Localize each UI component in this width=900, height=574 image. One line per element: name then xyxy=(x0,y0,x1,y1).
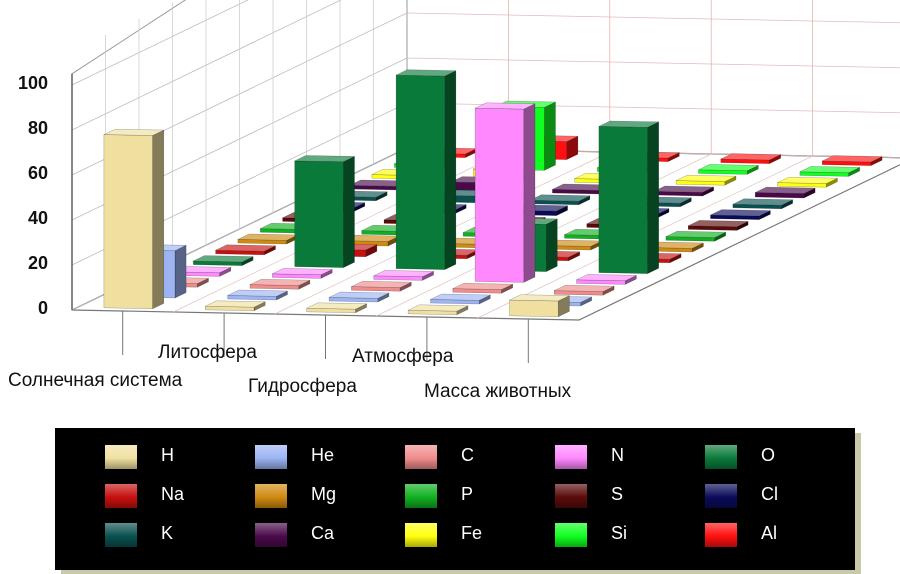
legend-label: S xyxy=(611,484,624,504)
legend-swatch xyxy=(255,523,287,547)
bar-Al-4 xyxy=(720,153,781,164)
bar-He-2 xyxy=(227,289,288,301)
category-label: Гидросфера xyxy=(248,376,357,397)
legend-label: Al xyxy=(761,523,778,543)
legend-swatch xyxy=(405,445,437,469)
legend-label: P xyxy=(461,484,474,504)
bar-Ca-4 xyxy=(653,185,714,197)
legend-swatch xyxy=(105,484,137,508)
legend-label: Ca xyxy=(311,523,335,543)
bar-H-2 xyxy=(205,300,266,312)
back-gridline xyxy=(406,12,900,24)
legend-label: N xyxy=(611,445,624,465)
y-tick-label: 20 xyxy=(27,253,48,273)
legend-label: O xyxy=(761,445,776,465)
legend-swatch xyxy=(705,523,737,547)
legend-label: Na xyxy=(161,484,185,504)
bar-O-5 xyxy=(598,120,659,274)
legend-label: Mg xyxy=(311,484,337,504)
legend-label: K xyxy=(161,523,174,543)
bar-N-5 xyxy=(576,274,637,285)
category-label: Масса животных xyxy=(424,381,572,402)
legend-swatch xyxy=(105,523,137,547)
bar-N-4 xyxy=(474,102,536,283)
bar-P-5 xyxy=(665,230,726,242)
bar-H-4 xyxy=(407,304,469,316)
bar-Si-5 xyxy=(799,166,860,177)
bar-Fe-5 xyxy=(777,176,838,188)
legend-label: C xyxy=(461,445,474,465)
legend-swatch xyxy=(255,445,287,469)
y-tick-label: 40 xyxy=(27,208,48,228)
bar-H-5 xyxy=(509,294,570,318)
legend-swatch xyxy=(555,484,587,508)
legend-swatch xyxy=(255,484,287,508)
bar-N-3 xyxy=(373,270,434,281)
legend-swatch xyxy=(555,523,587,547)
category-label: Литосфера xyxy=(158,342,257,363)
legend-label: He xyxy=(311,445,335,465)
bar-He-3 xyxy=(328,291,390,303)
bar-Mg-1 xyxy=(237,233,299,245)
legend-swatch xyxy=(705,445,737,469)
y-tick-label: 80 xyxy=(27,118,48,138)
bar-O-3 xyxy=(395,69,457,270)
bar-C-5 xyxy=(553,284,615,296)
bar-He-4 xyxy=(430,293,491,305)
legend-swatch xyxy=(555,445,587,469)
legend-label: H xyxy=(161,445,174,465)
legend-swatch xyxy=(405,523,437,547)
bar-Na-1 xyxy=(215,244,276,256)
bar-C-2 xyxy=(249,278,311,290)
bar-Al-5 xyxy=(821,155,883,166)
legend-label: Fe xyxy=(461,523,483,543)
y-tick-label: 100 xyxy=(17,73,48,93)
bar-H-1 xyxy=(103,128,165,310)
bar-N-2 xyxy=(272,268,333,279)
bar-O-1 xyxy=(193,255,254,266)
bar-Ca-5 xyxy=(754,186,816,199)
bar-Fe-4 xyxy=(675,174,737,186)
bar-Si-4 xyxy=(698,164,759,175)
bar-S-5 xyxy=(687,220,749,231)
chart-plot xyxy=(71,0,900,363)
legend-swatch xyxy=(705,484,737,508)
y-tick-label: 0 xyxy=(37,298,48,318)
bar-Cl-5 xyxy=(710,209,771,220)
bar-H-3 xyxy=(306,302,367,314)
legend-swatch xyxy=(105,445,137,469)
legend-label: Cl xyxy=(761,484,778,504)
bar-K-5 xyxy=(732,198,793,210)
bar-C-4 xyxy=(452,282,513,294)
legend-label: Si xyxy=(611,523,628,543)
bar-O-2 xyxy=(294,155,355,268)
bar-K-3 xyxy=(529,194,591,206)
category-label: Атмосфера xyxy=(352,346,454,367)
category-label: Солнечная система xyxy=(8,370,183,391)
y-tick-label: 60 xyxy=(27,163,48,183)
back-gridline xyxy=(406,57,900,69)
legend-swatch xyxy=(405,484,437,508)
bar-C-3 xyxy=(351,280,412,292)
legend: H He C N O Na Mg P S Cl K Ca Fe Si Al xyxy=(55,428,855,570)
